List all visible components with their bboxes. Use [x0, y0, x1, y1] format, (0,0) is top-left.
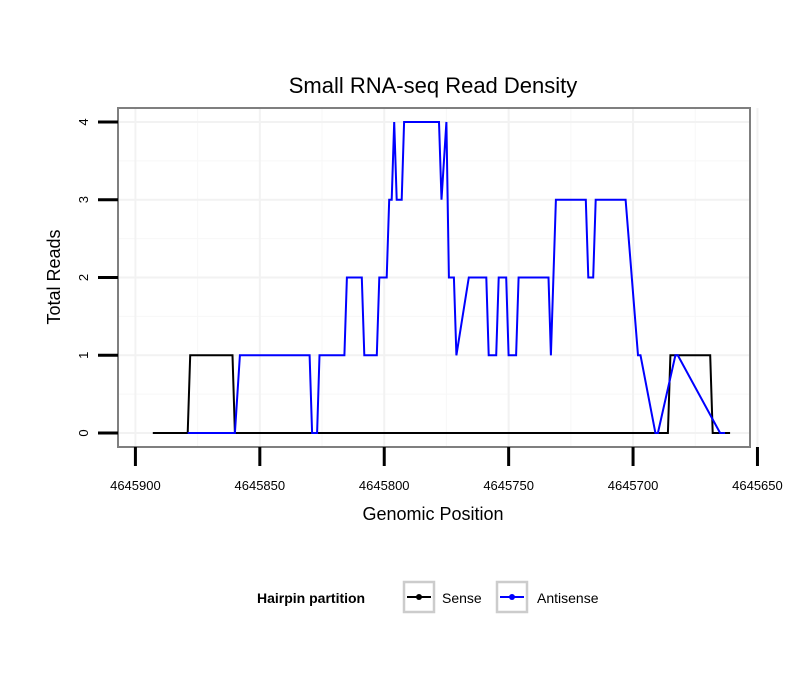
y-axis-title: Total Reads: [44, 229, 64, 324]
y-tick-label: 1: [76, 352, 91, 359]
y-tick-label: 0: [76, 429, 91, 436]
x-tick-label: 4645850: [235, 478, 286, 493]
series-lines: [152, 121, 731, 434]
legend: Hairpin partition Sense Antisense: [257, 580, 599, 614]
y-tick-label: 4: [76, 118, 91, 125]
legend-dot-sense: [416, 594, 422, 600]
x-tick-label: 4645800: [359, 478, 410, 493]
legend-entry-sense: Sense: [402, 580, 482, 614]
grid-lines: [118, 108, 759, 447]
legend-dot-antisense: [509, 594, 515, 600]
legend-label-sense: Sense: [442, 590, 482, 606]
y-tick-label: 2: [76, 274, 91, 281]
x-tick-label: 4645650: [732, 478, 783, 493]
x-tick-label: 4645900: [110, 478, 161, 493]
x-tick-label: 4645700: [608, 478, 659, 493]
legend-entry-antisense: Antisense: [495, 580, 599, 614]
series-line-sense: [152, 354, 731, 434]
legend-title: Hairpin partition: [257, 590, 365, 606]
chart-title: Small RNA-seq Read Density: [289, 73, 578, 98]
series-line-antisense: [187, 121, 726, 434]
y-axis: 0 1 2 3 4: [76, 118, 118, 437]
x-tick-label: 4645750: [483, 478, 534, 493]
plot-panel: [117, 107, 759, 448]
x-axis: 4645900 4645850 4645800 4645750 4645700 46456…: [110, 447, 783, 493]
legend-label-antisense: Antisense: [537, 590, 599, 606]
y-tick-label: 3: [76, 196, 91, 203]
x-axis-title: Genomic Position: [362, 504, 503, 524]
